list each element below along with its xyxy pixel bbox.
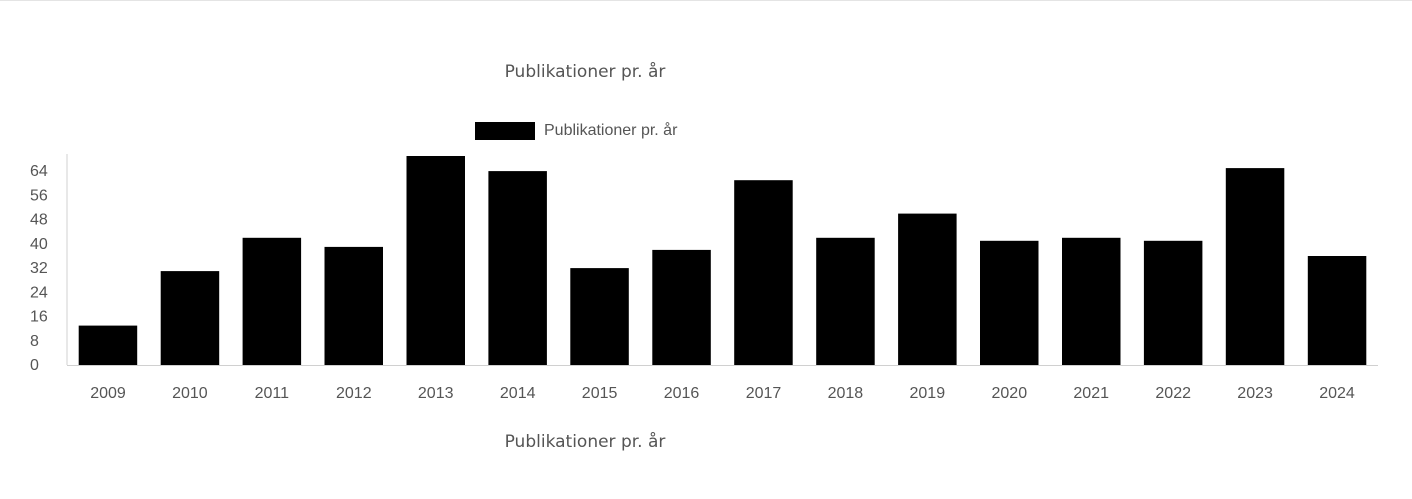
y-tick-label: 0 [30, 357, 39, 374]
x-tick-label-2016: 2016 [664, 385, 700, 402]
x-tick-label-2012: 2012 [336, 385, 372, 402]
x-tick-label-2017: 2017 [746, 385, 782, 402]
bar-2016[interactable] [652, 249, 711, 365]
legend-swatch [475, 122, 535, 140]
y-tick-label: 48 [30, 212, 48, 229]
x-tick-label-2023: 2023 [1237, 385, 1273, 402]
bar-2009[interactable] [78, 325, 138, 365]
y-axis-ticks: 0 8 16 24 32 40 48 56 64 [30, 163, 48, 374]
bar-2024[interactable] [1307, 256, 1367, 365]
bar-2021[interactable] [1062, 237, 1121, 365]
bar-2013[interactable] [406, 156, 466, 365]
chart-title: Publikationer pr. år [504, 62, 666, 82]
x-tick-label-2022: 2022 [1155, 385, 1191, 402]
y-tick-label: 40 [30, 236, 48, 253]
y-tick-label: 16 [30, 309, 48, 326]
bar-2020[interactable] [980, 240, 1039, 365]
chart-legend[interactable]: Publikationer pr. år [475, 121, 677, 141]
chart-axes [66, 154, 1378, 366]
x-tick-label-2019: 2019 [910, 385, 946, 402]
y-tick-label: 64 [30, 163, 48, 180]
x-tick-label-2013: 2013 [418, 385, 454, 402]
x-tick-label-2010: 2010 [172, 385, 208, 402]
x-tick-label-2021: 2021 [1073, 385, 1109, 402]
bar-2018[interactable] [816, 237, 875, 365]
x-axis-caption: Publikationer pr. år [504, 432, 666, 452]
x-tick-label-2009: 2009 [90, 385, 126, 402]
y-tick-label: 8 [30, 333, 39, 350]
legend-label: Publikationer pr. år [544, 122, 678, 139]
x-tick-label-2024: 2024 [1319, 385, 1355, 402]
bar-2010[interactable] [160, 271, 220, 365]
y-tick-label: 24 [30, 284, 48, 301]
bar-2012[interactable] [324, 246, 384, 365]
bar-2017[interactable] [734, 180, 793, 365]
x-axis-ticks: 2009 2010 2011 2012 2013 2014 2015 2016 2017 2018… [90, 385, 1355, 402]
bar-2015[interactable] [570, 268, 629, 365]
x-tick-label-2020: 2020 [992, 385, 1028, 402]
bar-2023[interactable] [1225, 168, 1285, 365]
x-tick-label-2015: 2015 [582, 385, 618, 402]
x-tick-label-2014: 2014 [500, 385, 536, 402]
bar-2022[interactable] [1143, 240, 1203, 365]
bar-2014[interactable] [488, 171, 547, 365]
y-tick-label: 56 [30, 187, 48, 204]
y-tick-label: 32 [30, 260, 48, 277]
chart-bars [78, 156, 1367, 365]
bar-2011[interactable] [242, 237, 302, 365]
x-tick-label-2018: 2018 [828, 385, 864, 402]
bar-2019[interactable] [898, 213, 957, 365]
top-divider [0, 0, 1412, 1]
x-tick-label-2011: 2011 [255, 385, 290, 402]
